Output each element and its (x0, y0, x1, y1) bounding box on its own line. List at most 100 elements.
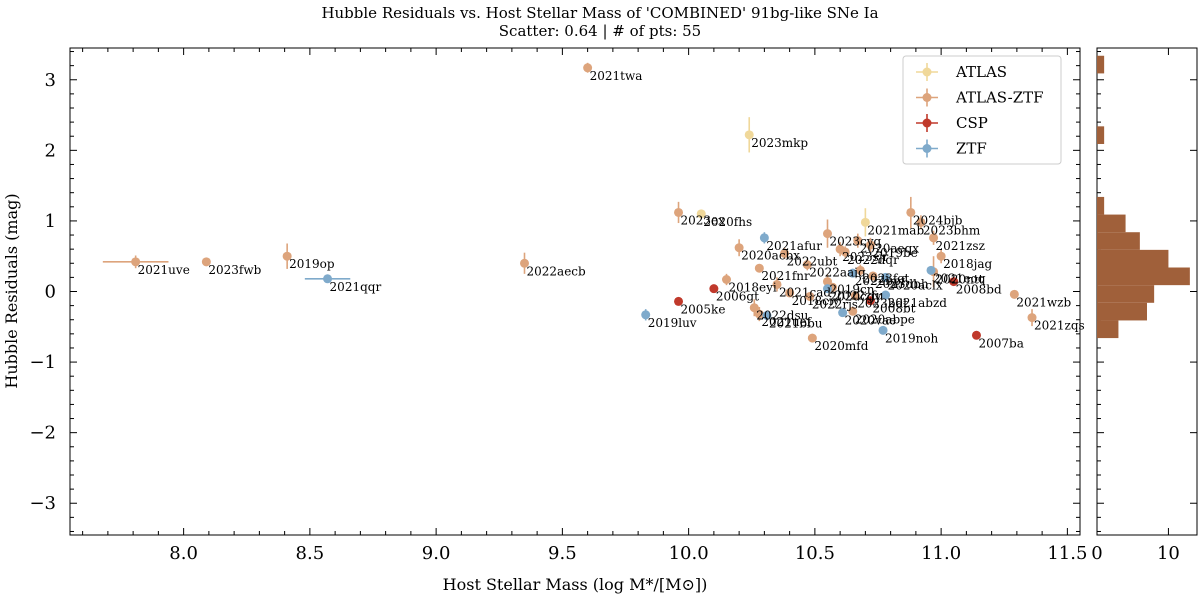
point-label: 2021twa (590, 69, 643, 83)
data-point (749, 303, 759, 313)
histogram-panel: 0 10 (1091, 47, 1198, 564)
data-point (722, 275, 731, 285)
data-point (855, 265, 865, 275)
point-label: 2019be (872, 246, 917, 260)
legend-marker (922, 93, 932, 102)
data-point (641, 310, 651, 320)
y-tick-label: 1 (45, 211, 56, 232)
x-tick-label: 8.0 (169, 543, 198, 564)
point-label: 2023mkp (751, 136, 808, 150)
point-label: 2020mfd (814, 339, 868, 353)
data-point (1009, 289, 1019, 299)
y-tick-label: −3 (29, 493, 56, 514)
point-label: 2021eoq (933, 271, 986, 285)
x-tick-label: 11.0 (921, 543, 961, 564)
point-label: 2019noh (885, 331, 938, 345)
legend-frame (902, 55, 1062, 165)
point-label: 2007ba (978, 336, 1023, 350)
legend-label: ZTF (956, 140, 987, 158)
point-label: 2023fwb (208, 263, 261, 277)
point-label: 2021uef (761, 315, 812, 329)
histogram-x-ticks: 0 10 (1091, 48, 1180, 564)
data-point (754, 309, 764, 319)
histogram-bar (1097, 196, 1105, 215)
x-tick-label: 9.5 (548, 543, 577, 564)
point-label: 2021uve (138, 263, 190, 277)
y-axis-ticks: −3 −2 −1 0 1 2 3 (29, 51, 1197, 532)
point-label: 2023dbh (875, 277, 929, 291)
point-label: 2021afur (766, 239, 822, 253)
data-point (754, 263, 764, 273)
data-point (282, 251, 292, 261)
histogram-bar (1097, 320, 1119, 339)
point-label: 2018eyi (729, 281, 777, 295)
data-point (780, 248, 790, 258)
hist-x-tick-label: 0 (1091, 543, 1102, 564)
data-point (744, 130, 754, 140)
data-point (762, 310, 772, 320)
data-points (131, 63, 1037, 343)
data-point (785, 288, 795, 298)
data-point (881, 290, 891, 300)
data-point (802, 260, 812, 270)
point-label: 2023sjr (842, 250, 888, 264)
data-point (916, 217, 926, 227)
data-point (840, 247, 850, 257)
point-label: 2020vae (845, 314, 897, 328)
y-tick-label: 3 (45, 70, 56, 91)
data-point (848, 268, 858, 278)
data-point (881, 272, 891, 282)
point-label: 2021zqs (1034, 319, 1085, 333)
point-label: 2023bhm (923, 223, 981, 237)
point-label: 2008bd (956, 283, 1002, 297)
x-axis-ticks: 8.0 8.5 9.0 9.5 10.0 10.5 11.0 11.5 (82, 48, 1087, 564)
point-label: 2020fhs (703, 215, 752, 229)
data-point (906, 207, 916, 217)
data-point (865, 296, 875, 306)
histogram-bar (1097, 126, 1105, 144)
point-label: 2021abzd (888, 296, 948, 310)
histogram-bar (1097, 55, 1105, 74)
point-label: 2020ntt (936, 273, 984, 287)
data-point (583, 63, 593, 73)
data-point (759, 233, 769, 243)
legend-label: ATLAS (955, 63, 1007, 81)
point-label: 2023ex (681, 213, 726, 227)
point-label: 2005ke (681, 302, 726, 316)
point-label: 2021wzb (1016, 295, 1071, 309)
data-point (848, 306, 858, 316)
point-label: 2018ciy (792, 294, 840, 308)
data-point (734, 243, 744, 253)
point-label: 2022rjs (812, 297, 858, 311)
point-label: 2024bjb (913, 213, 963, 227)
legend: ATLAS ATLAS-ZTF CSP ZTF (902, 55, 1062, 165)
data-point (838, 308, 848, 318)
x-tick-label: 8.5 (296, 543, 325, 564)
x-tick-label: 10.5 (795, 543, 835, 564)
chart-subtitle: Scatter: 0.64 | # of pts: 55 (499, 22, 701, 40)
x-axis-label: Host Stellar Mass (log M*/[M⊙]) (443, 575, 708, 594)
legend-label: ATLAS-ZTF (955, 89, 1044, 107)
data-point (823, 229, 832, 239)
point-label: 2022dsu (756, 309, 808, 323)
data-point (936, 251, 946, 261)
data-point (878, 325, 888, 335)
legend-label: CSP (956, 114, 988, 132)
data-point (805, 291, 815, 301)
histogram-bar (1097, 302, 1147, 321)
point-label: 2020acbx (741, 249, 800, 263)
point-label: 2018jag (943, 257, 992, 271)
point-label: 2022bpf (855, 274, 907, 288)
point-label: 2019op (289, 257, 335, 271)
histogram-bar (1097, 267, 1190, 286)
point-label: 2019cn (830, 283, 875, 297)
chart-title: Hubble Residuals vs. Host Stellar Mass o… (321, 4, 878, 22)
point-labels: 2023mkp 2020fhs 2021mab 2021twa 2023ex 2024bj… (138, 69, 1085, 353)
data-point (949, 277, 959, 287)
data-point (201, 257, 211, 267)
point-label: 2022dqr (847, 253, 899, 267)
point-label: 2023cvq (830, 235, 882, 249)
data-point (772, 279, 782, 289)
legend-marker (922, 67, 932, 77)
